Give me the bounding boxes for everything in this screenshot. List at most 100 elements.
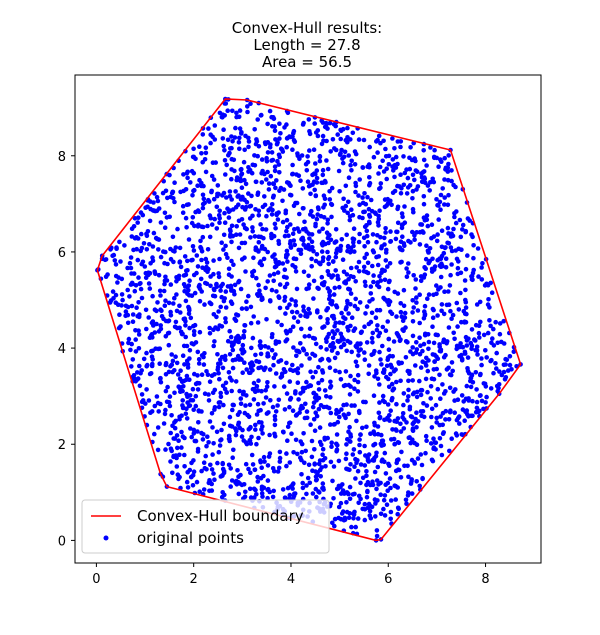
- scatter-point: [177, 260, 182, 265]
- scatter-point: [386, 279, 392, 285]
- scatter-point: [160, 190, 166, 196]
- scatter-point: [311, 248, 316, 254]
- scatter-point: [326, 256, 331, 262]
- scatter-point: [287, 397, 293, 402]
- scatter-point: [378, 140, 383, 146]
- scatter-point: [424, 213, 430, 218]
- scatter-point: [223, 305, 229, 310]
- scatter-point: [314, 175, 320, 181]
- scatter-point: [374, 478, 380, 483]
- scatter-point: [299, 326, 304, 332]
- scatter-point: [296, 397, 301, 402]
- scatter-point: [145, 229, 151, 234]
- scatter-point: [294, 353, 299, 359]
- scatter-point: [404, 420, 409, 425]
- scatter-point: [447, 448, 452, 454]
- scatter-point: [229, 134, 234, 139]
- scatter-point: [395, 139, 401, 144]
- scatter-point: [504, 357, 510, 363]
- scatter-point: [144, 247, 150, 252]
- scatter-point: [218, 283, 224, 289]
- scatter-point: [435, 202, 440, 208]
- scatter-point: [294, 172, 299, 177]
- scatter-point: [182, 284, 188, 289]
- scatter-point: [375, 431, 381, 437]
- scatter-point: [274, 178, 279, 183]
- scatter-point: [344, 442, 349, 447]
- scatter-point: [461, 399, 467, 404]
- scatter-point: [245, 412, 250, 418]
- scatter-point: [238, 401, 244, 407]
- scatter-point: [304, 314, 310, 319]
- scatter-point: [253, 352, 258, 358]
- scatter-point: [239, 306, 245, 311]
- scatter-point: [393, 236, 399, 242]
- scatter-point: [207, 234, 213, 240]
- scatter-point: [230, 365, 236, 371]
- scatter-point: [349, 168, 354, 173]
- scatter-point: [207, 325, 212, 331]
- scatter-point: [201, 183, 206, 189]
- scatter-point: [328, 343, 333, 349]
- scatter-point: [406, 394, 411, 399]
- scatter-point: [427, 258, 433, 264]
- scatter-point: [340, 509, 346, 514]
- scatter-point: [223, 251, 229, 257]
- scatter-point: [203, 145, 209, 150]
- scatter-point: [246, 139, 252, 144]
- scatter-point: [247, 425, 253, 431]
- scatter-point: [248, 370, 253, 376]
- scatter-point: [320, 167, 326, 173]
- scatter-point: [215, 352, 220, 357]
- scatter-point: [247, 216, 253, 221]
- scatter-point: [382, 235, 387, 241]
- scatter-point: [254, 441, 259, 447]
- scatter-point: [168, 282, 174, 287]
- scatter-point: [216, 309, 221, 314]
- scatter-point: [309, 239, 315, 244]
- scatter-point: [298, 341, 303, 346]
- scatter-point: [113, 292, 119, 298]
- scatter-point: [362, 324, 367, 330]
- scatter-point: [235, 468, 240, 473]
- scatter-point: [283, 338, 289, 344]
- scatter-point: [348, 137, 353, 142]
- scatter-point: [282, 294, 288, 300]
- scatter-point: [243, 403, 248, 408]
- scatter-point: [413, 416, 418, 422]
- scatter-point: [356, 193, 361, 198]
- scatter-point: [155, 300, 160, 305]
- scatter-point: [420, 409, 426, 414]
- scatter-point: [362, 517, 368, 523]
- scatter-point: [196, 420, 201, 425]
- scatter-point: [394, 314, 399, 319]
- scatter-point: [368, 197, 374, 203]
- scatter-point: [418, 365, 424, 370]
- scatter-point: [138, 281, 143, 286]
- scatter-point: [225, 255, 230, 260]
- scatter-point: [360, 195, 365, 200]
- scatter-point: [309, 264, 315, 269]
- scatter-point: [442, 195, 448, 200]
- scatter-point: [404, 501, 409, 507]
- scatter-point: [144, 387, 149, 392]
- scatter-point: [282, 298, 287, 303]
- scatter-point: [173, 245, 179, 250]
- scatter-point: [274, 289, 279, 294]
- scatter-point: [377, 400, 382, 405]
- scatter-point: [237, 146, 242, 152]
- scatter-point: [149, 409, 155, 414]
- scatter-point: [295, 319, 301, 325]
- scatter-point: [373, 211, 379, 216]
- scatter-point: [462, 278, 468, 283]
- scatter-point: [449, 316, 454, 322]
- scatter-point: [332, 516, 338, 522]
- scatter-point: [403, 355, 409, 360]
- scatter-point: [329, 444, 334, 450]
- scatter-point: [366, 219, 372, 225]
- scatter-point: [190, 244, 196, 249]
- scatter-point: [399, 211, 405, 216]
- scatter-point: [386, 298, 391, 303]
- scatter-point: [111, 296, 116, 301]
- scatter-point: [344, 232, 350, 238]
